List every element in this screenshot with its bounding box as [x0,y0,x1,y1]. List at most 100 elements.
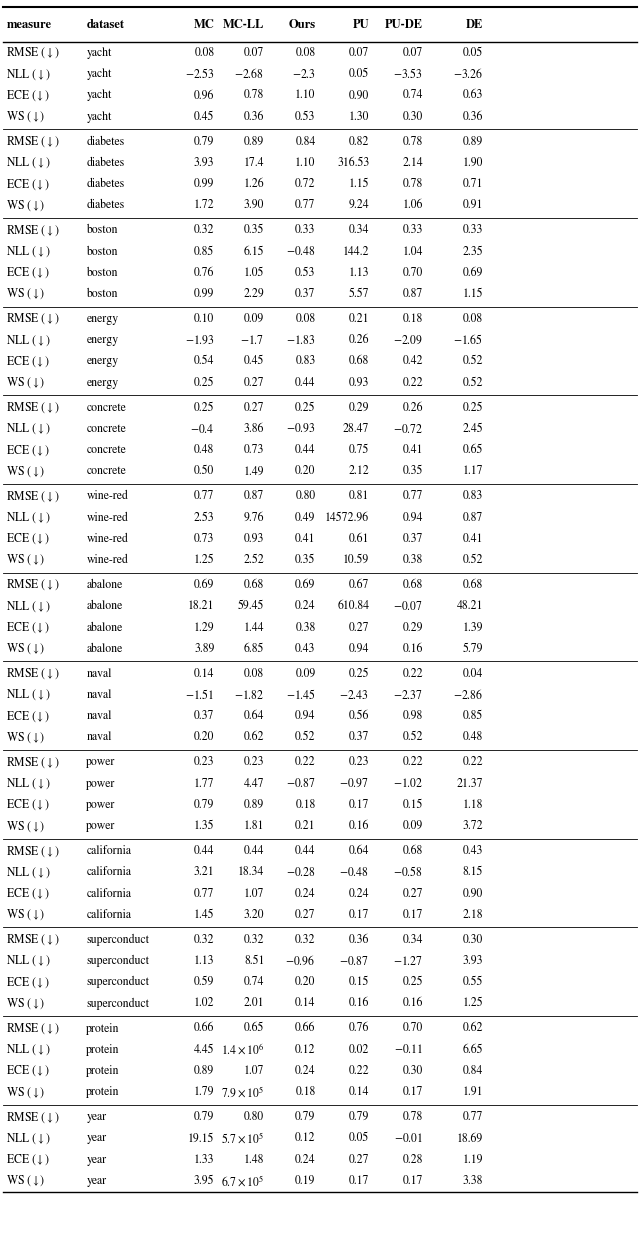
Text: 0.25: 0.25 [194,377,214,388]
Text: 6.65: 6.65 [463,1044,483,1055]
Text: dataset: dataset [86,19,124,31]
Text: wine-red: wine-red [86,533,128,545]
Text: 0.23: 0.23 [194,757,214,768]
Text: NLL ($\downarrow$): NLL ($\downarrow$) [6,600,51,613]
Text: WS ($\downarrow$): WS ($\downarrow$) [6,1085,45,1099]
Text: 0.78: 0.78 [403,1112,423,1123]
Text: 0.79: 0.79 [194,799,214,811]
Text: 0.27: 0.27 [403,888,423,899]
Text: 2.01: 2.01 [244,998,264,1009]
Text: 59.45: 59.45 [238,601,264,612]
Text: $-0.48$: $-0.48$ [285,245,316,259]
Text: 0.66: 0.66 [194,1023,214,1034]
Text: 2.53: 2.53 [194,512,214,523]
Text: 1.10: 1.10 [295,90,316,101]
Text: ECE ($\downarrow$): ECE ($\downarrow$) [6,89,51,102]
Text: 0.38: 0.38 [403,555,423,566]
Text: 0.17: 0.17 [403,1175,423,1187]
Text: $-1.93$: $-1.93$ [184,335,214,346]
Text: 0.64: 0.64 [244,711,264,722]
Text: NLL ($\downarrow$): NLL ($\downarrow$) [6,777,51,791]
Text: 0.17: 0.17 [403,1087,423,1098]
Text: 0.27: 0.27 [295,909,316,921]
Text: 0.15: 0.15 [403,799,423,811]
Text: boston: boston [86,267,118,279]
Text: 0.64: 0.64 [349,846,369,857]
Text: concrete: concrete [86,402,126,413]
Text: WS ($\downarrow$): WS ($\downarrow$) [6,819,45,833]
Text: 2.29: 2.29 [244,289,264,300]
Text: 0.89: 0.89 [463,136,483,147]
Text: RMSE ($\downarrow$): RMSE ($\downarrow$) [6,401,60,415]
Text: 0.96: 0.96 [194,90,214,101]
Text: $-0.58$: $-0.58$ [393,866,423,879]
Text: 0.08: 0.08 [296,47,316,59]
Text: 0.79: 0.79 [349,1112,369,1123]
Text: 1.25: 1.25 [194,555,214,566]
Text: 1.90: 1.90 [463,157,483,169]
Text: 0.63: 0.63 [463,90,483,101]
Text: 1.39: 1.39 [463,622,483,633]
Text: 3.38: 3.38 [463,1175,483,1187]
Text: 0.74: 0.74 [244,977,264,988]
Text: RMSE ($\downarrow$): RMSE ($\downarrow$) [6,1022,60,1035]
Text: 0.37: 0.37 [349,732,369,743]
Text: 0.15: 0.15 [349,977,369,988]
Text: $-0.87$: $-0.87$ [339,954,369,968]
Text: WS ($\downarrow$): WS ($\downarrow$) [6,287,45,301]
Text: 1.15: 1.15 [349,179,369,190]
Text: 0.27: 0.27 [244,377,264,388]
Text: superconduct: superconduct [86,998,149,1009]
Text: 0.18: 0.18 [403,313,423,325]
Text: NLL ($\downarrow$): NLL ($\downarrow$) [6,688,51,702]
Text: $-2.53$: $-2.53$ [184,67,214,81]
Text: boston: boston [86,246,118,257]
Text: 28.47: 28.47 [343,423,369,435]
Text: 0.52: 0.52 [463,356,483,367]
Text: 0.62: 0.62 [244,732,264,743]
Text: 0.05: 0.05 [463,47,483,59]
Text: 0.70: 0.70 [403,1023,423,1034]
Text: 0.22: 0.22 [349,1065,369,1077]
Text: 0.94: 0.94 [349,643,369,654]
Text: 0.08: 0.08 [195,47,214,59]
Text: yacht: yacht [86,69,112,80]
Text: 0.77: 0.77 [295,200,316,211]
Text: 0.79: 0.79 [194,1112,214,1123]
Text: $-2.3$: $-2.3$ [292,67,316,81]
Text: $6.7 \times 10^{5}$: $6.7 \times 10^{5}$ [221,1174,264,1188]
Text: RMSE ($\downarrow$): RMSE ($\downarrow$) [6,933,60,947]
Text: MC-LL: MC-LL [223,19,264,31]
Text: 0.29: 0.29 [349,402,369,413]
Text: naval: naval [86,711,112,722]
Text: RMSE ($\downarrow$): RMSE ($\downarrow$) [6,312,60,326]
Text: wine-red: wine-red [86,555,128,566]
Text: 1.25: 1.25 [463,998,483,1009]
Text: DE: DE [466,19,483,31]
Text: 0.27: 0.27 [349,622,369,633]
Text: RMSE ($\downarrow$): RMSE ($\downarrow$) [6,46,60,60]
Text: 0.81: 0.81 [349,491,369,502]
Text: year: year [86,1154,106,1165]
Text: 1.13: 1.13 [349,267,369,279]
Text: 0.22: 0.22 [403,668,423,679]
Text: 0.94: 0.94 [403,512,423,523]
Text: 0.78: 0.78 [403,136,423,147]
Text: 0.24: 0.24 [349,888,369,899]
Text: 0.50: 0.50 [194,466,214,477]
Text: abalone: abalone [86,580,123,591]
Text: diabetes: diabetes [86,157,125,169]
Text: 0.07: 0.07 [244,47,264,59]
Text: 0.32: 0.32 [244,934,264,945]
Text: 0.37: 0.37 [295,289,316,300]
Text: 0.16: 0.16 [349,998,369,1009]
Text: 6.85: 6.85 [244,643,264,654]
Text: NLL ($\downarrow$): NLL ($\downarrow$) [6,156,51,170]
Text: 0.79: 0.79 [295,1112,316,1123]
Text: RMSE ($\downarrow$): RMSE ($\downarrow$) [6,756,60,769]
Text: NLL ($\downarrow$): NLL ($\downarrow$) [6,954,51,968]
Text: 2.52: 2.52 [244,555,264,566]
Text: $1.4 \times 10^{6}$: $1.4 \times 10^{6}$ [221,1043,264,1057]
Text: NLL ($\downarrow$): NLL ($\downarrow$) [6,333,51,347]
Text: 5.57: 5.57 [349,289,369,300]
